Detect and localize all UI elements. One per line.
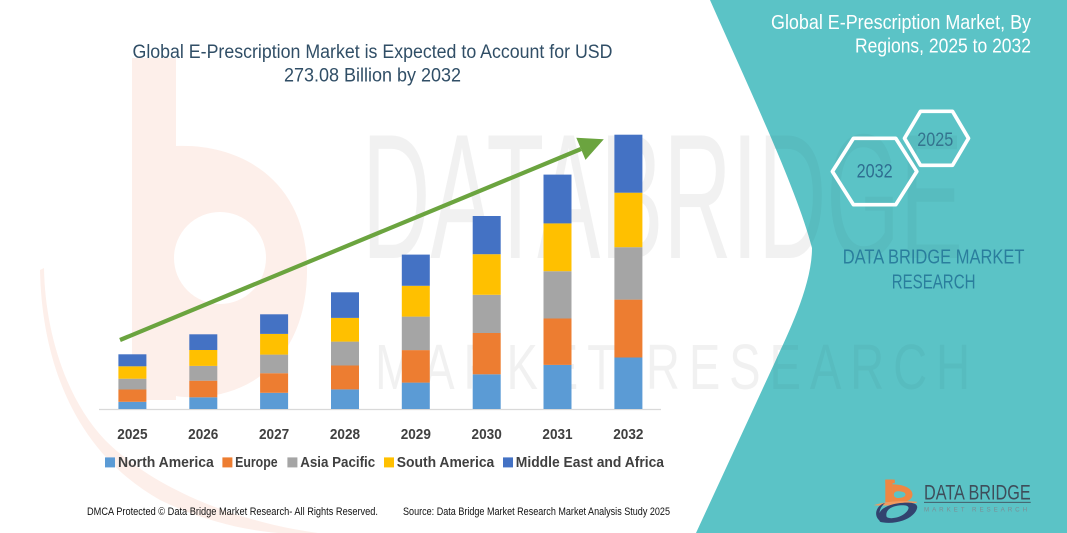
svg-text:2031: 2031 [542,426,572,443]
svg-text:MARKET RESEARCH: MARKET RESEARCH [924,507,1030,514]
svg-text:Europe: Europe [235,454,278,471]
svg-text:DMCA Protected © Data Bridge M: DMCA Protected © Data Bridge Market Rese… [87,506,378,518]
svg-text:2027: 2027 [259,426,289,443]
svg-text:Regions, 2025 to 2032: Regions, 2025 to 2032 [855,36,1031,58]
svg-text:Middle East and Africa: Middle East and Africa [516,454,665,471]
svg-text:Source: Data Bridge Market Res: Source: Data Bridge Market Research Mark… [403,506,670,518]
svg-text:2029: 2029 [401,426,431,443]
svg-text:South America: South America [397,454,495,471]
svg-text:2025: 2025 [117,426,147,443]
svg-text:North America: North America [118,454,214,471]
svg-text:Asia Pacific: Asia Pacific [300,454,375,471]
svg-text:2032: 2032 [857,162,893,183]
svg-text:Global E-Prescription Market i: Global E-Prescription Market is Expected… [133,42,613,63]
svg-text:DATA BRIDGE MARKET: DATA BRIDGE MARKET [843,246,1025,269]
svg-text:2026: 2026 [188,426,218,443]
svg-text:2028: 2028 [330,426,360,443]
svg-text:DATA BRIDGE: DATA BRIDGE [924,482,1031,505]
svg-text:273.08 Billion by 2032: 273.08 Billion by 2032 [284,65,461,86]
svg-text:2025: 2025 [917,130,953,151]
svg-text:2032: 2032 [613,426,643,443]
svg-text:2030: 2030 [472,426,502,443]
svg-text:Global E-Prescription Market,: Global E-Prescription Market, By [771,12,1031,34]
svg-text:RESEARCH: RESEARCH [892,271,976,294]
